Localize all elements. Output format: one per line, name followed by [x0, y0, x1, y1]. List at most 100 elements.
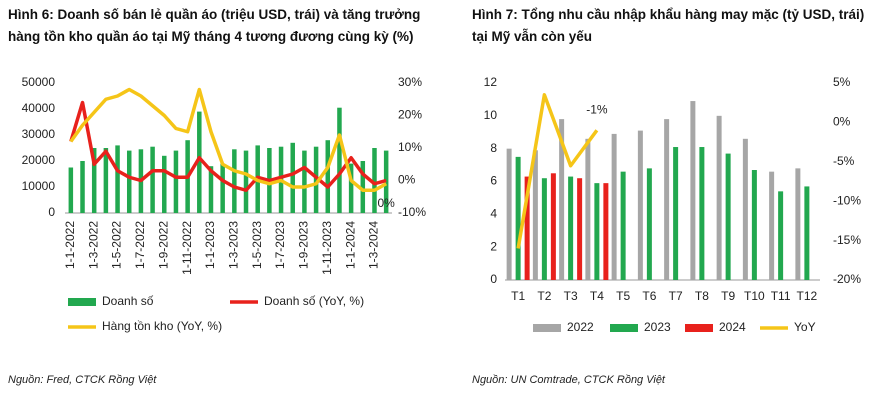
- y-tick-label: 40000: [22, 101, 56, 115]
- bar: [302, 150, 307, 213]
- bar: [664, 119, 670, 280]
- bar: [778, 191, 784, 280]
- y-tick-label: 0: [490, 272, 497, 286]
- x-tick-label: T4: [590, 289, 604, 303]
- x-tick-label: 1-7-2023: [273, 221, 287, 269]
- bar: [769, 171, 775, 280]
- x-tick-label: 1-1-2022: [63, 221, 77, 269]
- bar: [325, 140, 331, 213]
- bar: [577, 178, 583, 280]
- y-tick-label: 6: [490, 174, 497, 188]
- x-tick-label: 1-3-2023: [227, 221, 241, 269]
- bar: [751, 170, 757, 280]
- x-tick-label: 1-11-2023: [320, 221, 334, 275]
- legend-swatch: [68, 298, 96, 306]
- x-tick-label: T3: [564, 289, 578, 303]
- bar: [360, 161, 366, 213]
- bar: [637, 130, 643, 280]
- bar: [532, 150, 538, 280]
- bar: [541, 178, 547, 280]
- y2-tick-label: -10%: [833, 193, 861, 207]
- bar: [690, 101, 696, 280]
- x-tick-label: T1: [511, 289, 525, 303]
- bar: [620, 171, 626, 280]
- bar: [348, 163, 354, 213]
- y-tick-label: 4: [490, 207, 497, 221]
- bar: [290, 142, 295, 213]
- y-tick-label: 8: [490, 141, 497, 155]
- y-tick-label: 30000: [22, 127, 56, 141]
- y-tick-label: 50000: [22, 75, 56, 89]
- y2-tick-label: -20%: [833, 272, 861, 286]
- bar: [80, 161, 85, 213]
- x-tick-label: T12: [797, 289, 818, 303]
- y2-tick-label: 20%: [398, 108, 422, 122]
- x-tick-label: T6: [642, 289, 656, 303]
- bar: [699, 147, 705, 280]
- y2-tick-label: -15%: [833, 233, 861, 247]
- bar: [126, 150, 132, 213]
- x-tick-label: T10: [744, 289, 765, 303]
- y2-tick-label: -5%: [833, 154, 855, 168]
- bar: [115, 145, 120, 213]
- bar: [220, 163, 225, 213]
- value-label: -1%: [586, 102, 608, 116]
- x-tick-label: 1-9-2022: [156, 221, 170, 269]
- bar: [162, 155, 167, 213]
- line: [69, 100, 387, 192]
- bar: [568, 176, 574, 280]
- y-tick-label: 12: [484, 75, 498, 89]
- y-tick-label: 10000: [22, 179, 56, 193]
- x-tick-label: 1-1-2023: [203, 221, 217, 269]
- y2-tick-label: -10%: [398, 205, 426, 219]
- x-tick-label: T11: [771, 289, 791, 303]
- bar: [68, 167, 74, 213]
- x-tick-label: T8: [695, 289, 709, 303]
- y2-tick-label: 0%: [398, 173, 416, 187]
- bar: [716, 115, 722, 280]
- bar: [550, 173, 556, 280]
- bar: [515, 156, 521, 280]
- x-tick-label: T7: [669, 289, 683, 303]
- bar: [232, 149, 237, 213]
- y2-tick-label: 5%: [833, 75, 851, 89]
- chart-title: Hình 6: Doanh số bán lẻ quần áo (triệu U…: [8, 7, 421, 44]
- bar: [742, 138, 748, 280]
- bar: [795, 168, 801, 280]
- x-tick-label: 1-3-2024: [367, 221, 381, 269]
- source-note: Nguồn: Fred, CTCK Rồng Việt: [8, 374, 157, 386]
- legend-label: 2023: [644, 320, 671, 334]
- x-tick-label: T9: [721, 289, 735, 303]
- line: [69, 87, 388, 192]
- bar: [313, 146, 319, 213]
- bar: [611, 133, 617, 280]
- line: [516, 93, 599, 249]
- bar: [150, 146, 155, 213]
- x-tick-label: 1-1-2024: [343, 221, 357, 269]
- y-tick-label: 2: [490, 239, 497, 253]
- bar: [506, 148, 512, 280]
- x-tick-label: 1-5-2023: [250, 221, 264, 269]
- source-note: Nguồn: UN Comtrade, CTCK Rồng Việt: [472, 374, 665, 386]
- y2-tick-label: 30%: [398, 75, 422, 89]
- bar: [91, 148, 97, 213]
- y2-tick-label: 0%: [833, 115, 851, 129]
- bar: [585, 138, 591, 280]
- bar: [103, 148, 109, 213]
- bar: [173, 150, 179, 213]
- legend-swatch: [610, 324, 638, 332]
- bar: [559, 119, 565, 280]
- bar: [243, 150, 249, 213]
- bar: [646, 168, 652, 280]
- bar: [197, 111, 202, 213]
- legend-label: YoY: [794, 320, 816, 334]
- bar: [372, 148, 377, 213]
- bar: [603, 183, 609, 280]
- x-tick-label: T5: [616, 289, 630, 303]
- bar: [804, 186, 810, 280]
- value-label: 0%: [377, 196, 395, 210]
- bar: [594, 183, 600, 280]
- x-tick-label: 1-9-2023: [297, 221, 311, 269]
- y-tick-label: 10: [484, 108, 498, 122]
